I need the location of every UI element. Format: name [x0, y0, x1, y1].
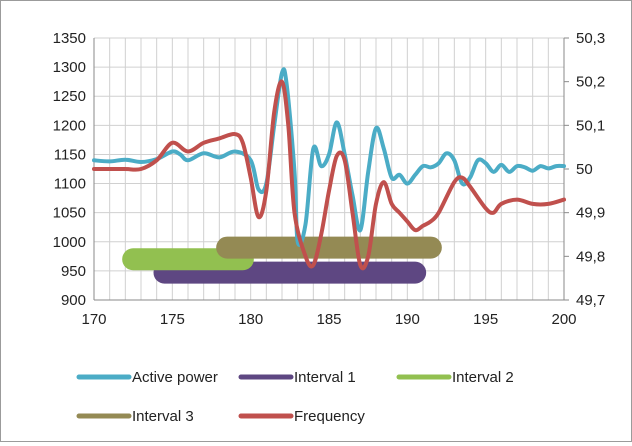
y2-tick-label: 50 — [576, 161, 593, 178]
y-tick-label: 1150 — [54, 146, 86, 163]
x-tick-label: 180 — [238, 311, 263, 328]
x-tick-label: 175 — [160, 311, 185, 328]
y-tick-label: 1250 — [53, 88, 86, 105]
y2-tick-label: 50,2 — [576, 74, 605, 91]
y2-tick-label: 50,3 — [576, 30, 605, 47]
series-line-frequency — [92, 79, 566, 271]
y-tick-label: 1000 — [53, 234, 86, 251]
series-lines — [92, 67, 566, 271]
series-line-active-power — [92, 67, 566, 247]
y-tick-label: 1050 — [53, 205, 86, 222]
x-tick-label: 190 — [395, 311, 420, 328]
legend-label-active-power: Active power — [132, 369, 218, 386]
x-tick-label: 195 — [473, 311, 498, 328]
tick-labels: 900 950 1000 1050 1100 1150 1200 1250 1300 1350 49… — [53, 30, 606, 328]
y2-tick-label: 49,9 — [576, 205, 605, 222]
legend-label-interval-2: Interval 2 — [452, 369, 514, 386]
y2-tick-label: 50,1 — [576, 117, 605, 134]
legend-label-interval-1: Interval 1 — [294, 369, 356, 386]
y-tick-label: 900 — [61, 292, 86, 309]
y-tick-label: 1350 — [53, 30, 86, 47]
y-tick-label: 1300 — [53, 59, 86, 76]
y-tick-label: 1200 — [53, 117, 86, 134]
x-tick-label: 170 — [81, 311, 106, 328]
legend-label-frequency: Frequency — [294, 408, 365, 425]
axes — [93, 37, 569, 301]
x-tick-label: 200 — [551, 311, 576, 328]
y2-tick-label: 49,7 — [576, 292, 605, 309]
x-tick-label: 185 — [316, 311, 341, 328]
y2-tick-label: 49,8 — [576, 248, 605, 265]
legend: Active power Interval 1 Interval 2 Interval… — [76, 369, 514, 425]
interval-bars — [122, 236, 442, 284]
y-tick-label: 1100 — [54, 176, 86, 193]
legend-label-interval-3: Interval 3 — [132, 408, 194, 425]
y-tick-label: 950 — [61, 263, 86, 280]
